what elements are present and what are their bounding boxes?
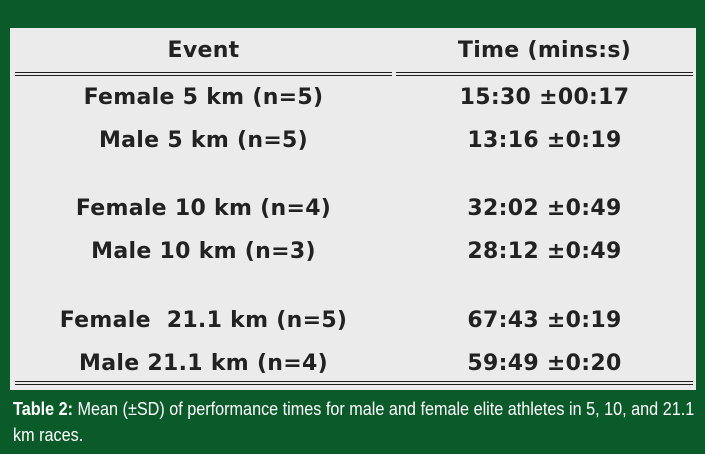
row-time: 59:49 ±0:20 (467, 351, 622, 376)
row-event: Female 21.1 km (n=5) (59, 308, 348, 333)
header-rule-right (396, 72, 693, 76)
row-time: 28:12 ±0:49 (467, 239, 622, 264)
row-event: Male 10 km (n=3) (91, 239, 316, 264)
row-time: 15:30 ±00:17 (459, 85, 630, 110)
table-panel: Event Time (mins:s) Female 5 km (n=5) 15… (10, 28, 696, 390)
row-time: 13:16 ±0:19 (467, 128, 622, 153)
caption-text: Mean (±SD) of performance times for male… (13, 399, 695, 445)
header-rule-left (15, 72, 392, 76)
bottom-rule (15, 381, 693, 385)
row-time: 67:43 ±0:19 (467, 308, 622, 333)
caption-label: Table 2: (13, 399, 74, 419)
row-event: Male 21.1 km (n=4) (79, 351, 328, 376)
table-caption: Table 2: Mean (±SD) of performance times… (13, 396, 697, 448)
header-time: Time (mins:s) (457, 38, 632, 63)
row-time: 32:02 ±0:49 (467, 196, 622, 221)
header-event: Event (167, 38, 240, 63)
row-event: Female 5 km (n=5) (83, 85, 324, 110)
row-event: Male 5 km (n=5) (98, 128, 309, 153)
row-event: Female 10 km (n=4) (75, 196, 332, 221)
